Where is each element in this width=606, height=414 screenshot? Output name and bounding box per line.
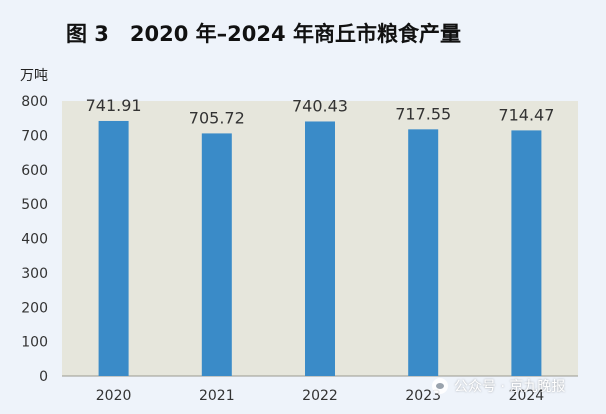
y-tick-label: 100 bbox=[21, 335, 48, 351]
bar-series bbox=[98, 120, 542, 376]
data-labels: 741.91 705.72 740.43 717.55 714.47 bbox=[86, 96, 555, 127]
data-label: 714.47 bbox=[498, 105, 554, 124]
bar bbox=[511, 130, 542, 376]
y-axis-unit-label: 万吨 bbox=[20, 68, 48, 84]
bar bbox=[305, 121, 335, 376]
x-tick-label: 2024 bbox=[509, 388, 545, 404]
bar bbox=[201, 133, 232, 376]
y-tick-label: 200 bbox=[21, 300, 48, 316]
y-tick-label: 400 bbox=[21, 232, 48, 248]
y-tick-label: 600 bbox=[21, 163, 48, 179]
y-tick-label: 500 bbox=[21, 197, 48, 213]
watermark: 公众号 · 京九晚报 bbox=[432, 376, 565, 396]
x-tick-label: 2022 bbox=[302, 388, 338, 404]
y-tick-label: 700 bbox=[21, 128, 48, 144]
watermark-text: 公众号 · 京九晚报 bbox=[454, 379, 566, 395]
data-label: 741.91 bbox=[86, 96, 142, 115]
x-tick-label: 2021 bbox=[199, 388, 235, 404]
x-tick-label: 2020 bbox=[96, 388, 132, 404]
data-label: 717.55 bbox=[395, 104, 451, 123]
x-tick-label: 2023 bbox=[405, 388, 441, 404]
bar bbox=[408, 129, 439, 376]
wechat-icon bbox=[432, 378, 448, 394]
y-tick-label: 300 bbox=[21, 266, 48, 282]
data-label: 705.72 bbox=[189, 108, 245, 127]
bar bbox=[98, 120, 129, 376]
x-axis-ticks: 2020 2021 2022 2023 2024 bbox=[96, 388, 545, 404]
y-axis-ticks: 0 100 200 300 400 500 600 700 800 bbox=[21, 94, 48, 385]
chart-title: 图 3 2020 年–2024 年商丘市粮食产量 bbox=[66, 22, 461, 46]
data-label: 740.43 bbox=[292, 96, 348, 115]
y-tick-label: 800 bbox=[21, 94, 48, 110]
y-tick-label: 0 bbox=[39, 369, 48, 385]
